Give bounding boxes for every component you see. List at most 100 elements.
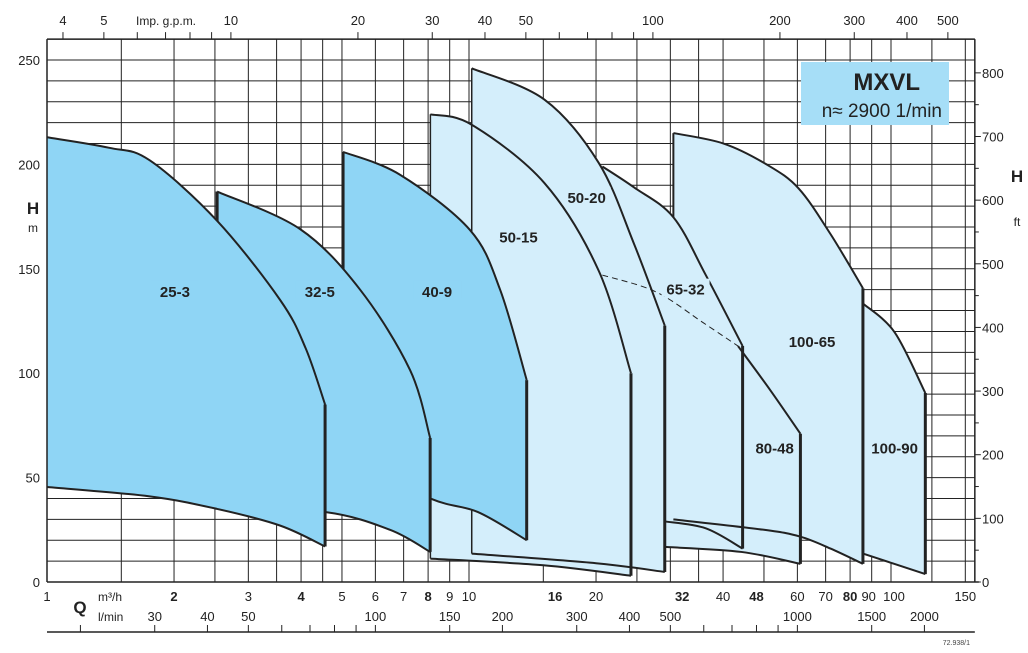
bottom-axis-unit-lmin: l/min (98, 610, 123, 624)
gpm-tick-label: 20 (351, 13, 365, 28)
gpm-tick-label: 500 (937, 13, 959, 28)
right-axis-label: H (1011, 167, 1023, 186)
model-label-80-48: 80-48 (755, 440, 793, 457)
bottom-axis-unit-m3h: m³/h (98, 590, 122, 604)
model-label-bg (661, 278, 710, 297)
model-label-65-32: 65-32 (666, 282, 704, 299)
model-label-25-3: 25-3 (160, 284, 190, 301)
curve-max-100-90 (862, 302, 927, 394)
gpm-tick-label: 300 (843, 13, 865, 28)
right-tick-label: 0 (982, 575, 989, 590)
curve-max-100-65 (673, 132, 864, 289)
m3h-tick-label: 2 (170, 589, 177, 604)
curve-min-25-3 (46, 486, 326, 548)
m3h-tick-label: 150 (954, 589, 976, 604)
right-tick-label: 300 (982, 384, 1004, 399)
footnote: 72.938/1 (943, 640, 970, 647)
curve-min-100-90 (862, 552, 926, 576)
lmin-tick-label: 1500 (857, 609, 886, 624)
gpm-tick-label: 10 (224, 13, 238, 28)
m3h-tick-label: 3 (245, 589, 252, 604)
lmin-tick-label: 2000 (910, 609, 939, 624)
model-region-25-3 (47, 137, 326, 547)
gpm-tick-label: 100 (642, 13, 664, 28)
bottom-axis-label: Q (73, 598, 86, 617)
title-box: MXVL n≈ 2900 1/min (801, 62, 949, 125)
m3h-tick-label: 70 (818, 589, 832, 604)
model-label-bg (150, 280, 199, 299)
m3h-tick-label: 8 (424, 589, 431, 604)
m3h-tick-label: 40 (716, 589, 730, 604)
lmin-tick-label: 200 (492, 609, 514, 624)
m3h-tick-label: 32 (675, 589, 689, 604)
model-label-40-9: 40-9 (422, 284, 452, 301)
m3h-tick-label: 9 (446, 589, 453, 604)
curve-min-65-32 (664, 520, 744, 550)
gpm-tick-label: 50 (519, 13, 533, 28)
gpm-tick-label: 40 (478, 13, 492, 28)
lmin-tick-label: 300 (566, 609, 588, 624)
curve-max-50-15 (430, 113, 632, 374)
curve-max-32-5 (216, 190, 432, 439)
m3h-tick-label: 60 (790, 589, 804, 604)
model-label-bg (295, 280, 344, 299)
m3h-tick-label: 4 (297, 589, 305, 604)
lmin-tick-label: 30 (147, 609, 161, 624)
lmin-tick-label: 150 (439, 609, 461, 624)
model-label-bg (562, 186, 611, 205)
model-label-50-15: 50-15 (499, 229, 537, 246)
right-tick-label: 500 (982, 257, 1004, 272)
model-label-bg (494, 226, 543, 245)
left-tick-label: 0 (33, 575, 40, 590)
model-label-100-90: 100-90 (871, 440, 918, 457)
curve-max-65-32 (601, 165, 744, 347)
model-label-bg (750, 437, 799, 456)
curve-min-80-48 (664, 545, 801, 565)
gpm-tick-label: 400 (896, 13, 918, 28)
curve-max-40-9 (342, 150, 528, 381)
left-tick-label: 50 (26, 471, 40, 486)
m3h-tick-label: 16 (548, 589, 562, 604)
chart-subtitle: n≈ 2900 1/min (822, 101, 942, 122)
left-tick-label: 100 (18, 366, 40, 381)
m3h-tick-label: 7 (400, 589, 407, 604)
curve-max-50-20 (471, 67, 666, 326)
model-label-32-5: 32-5 (305, 284, 335, 301)
lmin-tick-label: 50 (241, 609, 255, 624)
curve-max-25-3 (46, 136, 327, 405)
left-axis-unit: m (28, 221, 38, 235)
gpm-tick-label: 200 (769, 13, 791, 28)
m3h-tick-label: 5 (338, 589, 345, 604)
model-label-bg (413, 280, 462, 299)
m3h-tick-label: 100 (883, 589, 905, 604)
gpm-tick-label: 4 (59, 13, 66, 28)
left-axis-label: H (27, 199, 39, 218)
chart-title: MXVL (853, 69, 920, 96)
lmin-tick-label: 500 (659, 609, 681, 624)
m3h-tick-label: 1 (43, 589, 50, 604)
left-tick-label: 150 (18, 262, 40, 277)
right-tick-label: 700 (982, 130, 1004, 145)
left-tick-label: 200 (18, 157, 40, 172)
right-tick-label: 800 (982, 66, 1004, 81)
lmin-tick-label: 1000 (783, 609, 812, 624)
curve-max-80-48 (737, 345, 802, 435)
top-axis-unit: Imp. g.p.m. (136, 14, 196, 28)
model-label-bg (870, 437, 919, 456)
lmin-tick-label: 100 (365, 609, 387, 624)
dashed-curve-80-48 (602, 274, 739, 347)
dark-model-regions (46, 136, 529, 553)
right-tick-label: 200 (982, 448, 1004, 463)
model-label-50-20: 50-20 (567, 190, 605, 207)
curve-min-50-20 (471, 552, 665, 573)
title-box-bg (801, 62, 949, 125)
gpm-tick-label: 5 (100, 13, 107, 28)
m3h-tick-label: 90 (861, 589, 875, 604)
model-label-100-65: 100-65 (789, 334, 836, 351)
m3h-tick-label: 48 (749, 589, 763, 604)
lmin-tick-label: 40 (200, 609, 214, 624)
gpm-tick-label: 30 (425, 13, 439, 28)
model-labels: 100-90 100-65 80-48 65-32 50-20 50-15 40-9 32-5… (150, 186, 919, 457)
m3h-tick-label: 6 (372, 589, 379, 604)
